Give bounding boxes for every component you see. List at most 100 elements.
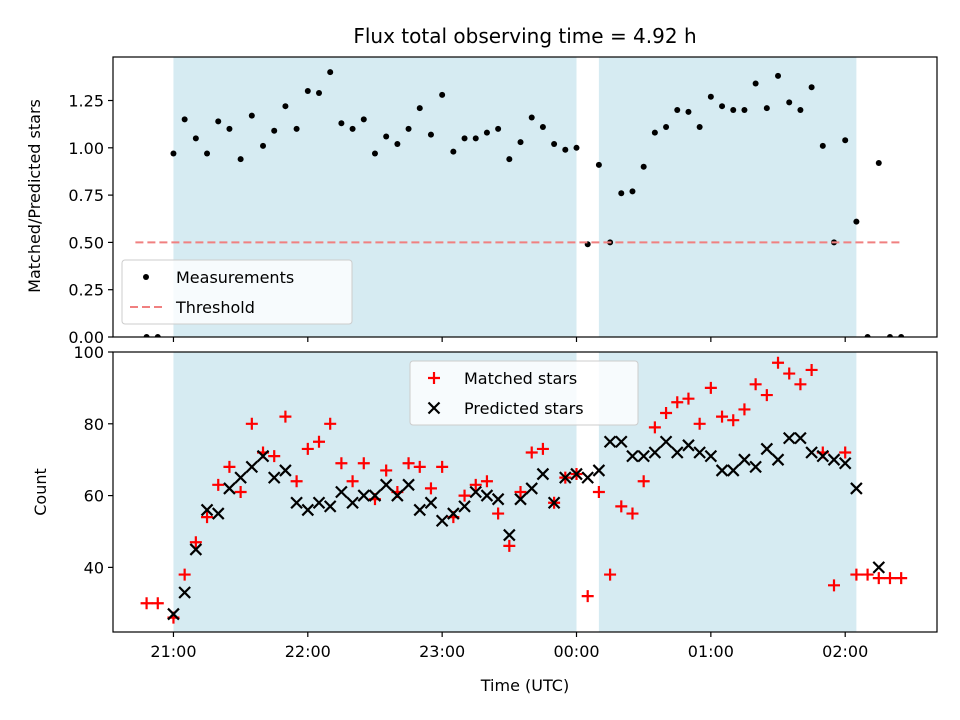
bottom-series-predicted-stars-point bbox=[480, 489, 494, 502]
top-series-measurements-point bbox=[685, 108, 692, 115]
top-series-measurements-point bbox=[170, 150, 177, 157]
top-series-measurements-point bbox=[439, 91, 446, 98]
x-axis-label: Time (UTC) bbox=[480, 676, 569, 695]
top-series-measurements-point bbox=[595, 161, 602, 168]
bottom-series-matched-stars-point bbox=[424, 482, 437, 495]
top-series-measurements-point bbox=[763, 105, 770, 112]
x-tick-label: 00:00 bbox=[553, 642, 599, 661]
bottom-series-matched-stars-point bbox=[492, 507, 505, 520]
top-series-measurements-point bbox=[293, 125, 300, 132]
bottom-series-predicted-stars-point bbox=[570, 467, 583, 481]
top-series-measurements-point bbox=[528, 114, 535, 121]
top-legend: Measurements Threshold bbox=[121, 259, 353, 325]
bottom-series-predicted-stars-point bbox=[816, 449, 830, 463]
bottom-y-tick-label: 40 bbox=[84, 558, 104, 577]
x-tick-label: 21:00 bbox=[150, 642, 196, 661]
bottom-series-predicted-stars-point bbox=[391, 489, 404, 502]
bottom-series-matched-stars-point bbox=[324, 417, 337, 430]
bottom-series-matched-stars-point bbox=[151, 597, 164, 610]
bottom-series-predicted-stars-point bbox=[559, 471, 572, 484]
top-series-measurements-point bbox=[797, 106, 804, 113]
bottom-series-predicted-stars-point bbox=[368, 489, 382, 502]
bottom-legend-predicted-stars-label: Predicted stars bbox=[464, 399, 584, 418]
top-series-measurements-point bbox=[875, 159, 882, 166]
bottom-series-matched-stars-point bbox=[469, 478, 482, 491]
bottom-series-matched-stars-point bbox=[178, 568, 191, 581]
bottom-series-matched-stars-point bbox=[301, 442, 314, 455]
bottom-series-matched-stars-point bbox=[346, 475, 359, 488]
bottom-series-predicted-stars-point bbox=[682, 439, 695, 452]
bottom-legend: Matched stars Predicted stars bbox=[409, 360, 639, 426]
bottom-series-matched-stars-point bbox=[760, 389, 773, 402]
bottom-series-matched-stars-point bbox=[313, 435, 325, 448]
bottom-series-matched-stars-point bbox=[883, 572, 896, 585]
bottom-series-predicted-stars-point bbox=[581, 471, 594, 484]
bottom-series-matched-stars-point bbox=[402, 457, 415, 470]
bottom-series-predicted-stars-point bbox=[749, 460, 762, 474]
bottom-series-matched-stars-point bbox=[458, 489, 471, 502]
bottom-series-matched-stars-point bbox=[895, 572, 908, 585]
top-series-measurements-point bbox=[640, 163, 647, 170]
top-series-measurements-point bbox=[215, 118, 222, 125]
bottom-series-predicted-stars-point bbox=[211, 507, 225, 520]
bottom-series-predicted-stars-point bbox=[771, 453, 785, 466]
bottom-series-predicted-stars-point bbox=[379, 478, 393, 492]
bottom-series-matched-stars-point bbox=[749, 378, 762, 391]
top-series-measurements-point bbox=[427, 131, 434, 138]
bottom-series-matched-stars-point bbox=[805, 363, 818, 376]
bottom-series-predicted-stars-point bbox=[223, 482, 236, 495]
top-series-measurements-point bbox=[775, 72, 782, 79]
top-series-measurements-point bbox=[154, 334, 161, 337]
top-legend-box bbox=[121, 259, 353, 325]
x-tick-label: 23:00 bbox=[419, 642, 465, 661]
bottom-series-matched-stars-point bbox=[201, 511, 214, 524]
top-series-measurements-point bbox=[282, 103, 289, 110]
bottom-series-matched-stars-point bbox=[850, 568, 863, 581]
chart-title: Flux total observing time = 4.92 h bbox=[353, 24, 696, 48]
x-tick-label: 02:00 bbox=[822, 642, 868, 661]
bottom-series-predicted-stars-point bbox=[615, 435, 628, 449]
bottom-series-predicted-stars-point bbox=[424, 496, 438, 510]
top-shaded-interval-2 bbox=[598, 57, 857, 337]
top-series-measurements-point bbox=[181, 116, 188, 123]
top-series-measurements-point bbox=[316, 89, 322, 96]
top-series-measurements-point bbox=[898, 334, 905, 337]
top-series-measurements-point bbox=[551, 141, 558, 148]
top-series-measurements-point bbox=[472, 135, 479, 142]
bottom-y-tick-label: 60 bbox=[84, 487, 104, 506]
bottom-series-predicted-stars-point bbox=[469, 485, 483, 499]
bottom-series-predicted-stars-point bbox=[178, 586, 191, 599]
top-y-tick-label: 0.25 bbox=[68, 281, 104, 300]
bottom-series-matched-stars-point bbox=[604, 568, 617, 581]
top-series-measurements-point bbox=[360, 116, 367, 123]
bottom-series-matched-stars-point bbox=[872, 572, 885, 585]
top-series-measurements-point bbox=[663, 124, 670, 130]
bottom-series-matched-stars-point bbox=[290, 475, 303, 488]
top-legend-measurements-label: Measurements bbox=[176, 268, 294, 287]
bottom-series-predicted-stars-point bbox=[514, 492, 527, 506]
bottom-series-matched-stars-point bbox=[592, 486, 605, 498]
bottom-series-matched-stars-point bbox=[861, 568, 874, 581]
bottom-legend-predicted-stars-swatch bbox=[427, 401, 441, 415]
bottom-series-predicted-stars-point bbox=[323, 500, 337, 513]
bottom-series-predicted-stars-point bbox=[491, 492, 505, 506]
bottom-series-predicted-stars-point bbox=[782, 431, 796, 445]
bottom-series-predicted-stars-point bbox=[346, 496, 359, 510]
top-series-measurements-point bbox=[886, 334, 893, 337]
bottom-series-matched-stars-point bbox=[245, 417, 258, 430]
top-series-measurements-point bbox=[394, 141, 401, 148]
bottom-series-predicted-stars-point bbox=[592, 464, 606, 477]
top-series-measurements-point bbox=[752, 80, 759, 87]
top-series-measurements-point bbox=[730, 106, 737, 113]
bottom-series-matched-stars-point bbox=[648, 421, 661, 434]
bottom-series-predicted-stars-point bbox=[704, 449, 718, 463]
x-tick-label: 22:00 bbox=[285, 642, 331, 661]
bottom-series-matched-stars-point bbox=[772, 356, 785, 369]
bottom-series-matched-stars-point bbox=[380, 464, 393, 477]
bottom-series-predicted-stars-point bbox=[200, 503, 214, 517]
bottom-series-predicted-stars-point bbox=[536, 467, 550, 481]
bottom-series-predicted-stars-point bbox=[659, 435, 673, 449]
top-frame bbox=[112, 56, 938, 338]
top-series-measurements-point bbox=[618, 190, 625, 197]
